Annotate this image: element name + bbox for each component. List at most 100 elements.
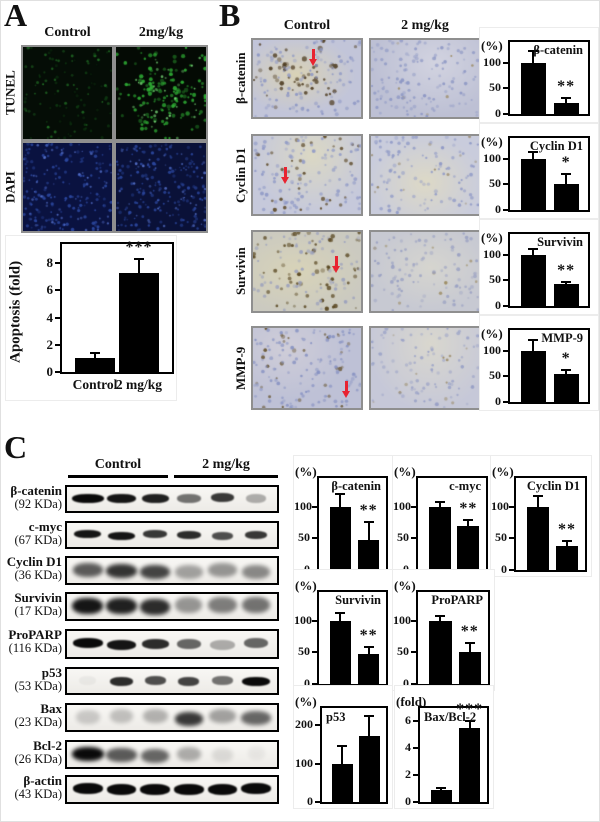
y-tick-mark	[411, 505, 416, 508]
blot-band	[140, 784, 170, 796]
y-tick-label: 0	[495, 394, 501, 408]
error-bar-cap	[134, 257, 144, 260]
blot-band	[76, 709, 100, 724]
y-tick-mark	[503, 401, 508, 403]
bar-2-mg-kg	[553, 102, 579, 114]
y-tick-mark	[509, 505, 514, 508]
pointer-arrow-icon	[342, 380, 351, 398]
chart-title: ProPARP	[431, 593, 483, 607]
blot-band	[212, 748, 233, 763]
blot-box-6	[65, 703, 279, 732]
arrow-stem	[334, 255, 338, 267]
error-bar	[565, 172, 568, 185]
blot-band	[175, 597, 203, 614]
blot-band	[140, 748, 170, 763]
chart-title: Survivin	[537, 235, 583, 249]
chart-unit-label: (%)	[394, 464, 416, 479]
arrow-head	[331, 265, 340, 273]
arrow-stem	[283, 167, 287, 179]
error-bar-cap	[561, 172, 572, 175]
blot-band	[109, 709, 134, 724]
error-bar	[532, 49, 535, 63]
arrow-head	[308, 59, 317, 67]
blot-band	[106, 597, 137, 614]
panel-a-row-label-tunel: TUNEL	[2, 70, 18, 116]
error-bar	[341, 745, 344, 764]
error-bar	[94, 352, 96, 359]
blot-band	[141, 493, 169, 503]
blot-label-5: p53 (53 KDa)	[1, 666, 62, 693]
blot-molecular-weight: (23 KDa)	[14, 715, 62, 729]
y-tick-label: 0	[304, 676, 310, 690]
y-tick-label: 50	[489, 80, 501, 95]
error-bar	[138, 257, 140, 273]
y-tick-label: 50	[397, 530, 409, 545]
significance-marker: *	[561, 153, 571, 171]
chart-unit-label: (fold)	[396, 694, 427, 709]
bar-control	[429, 620, 452, 684]
blot-band	[71, 746, 104, 761]
y-tick-mark	[411, 683, 416, 685]
blot-band	[212, 676, 233, 686]
blot-band	[241, 676, 271, 686]
y-tick-mark	[503, 349, 508, 352]
error-bar	[565, 96, 568, 103]
y-tick-mark	[503, 113, 508, 115]
blot-band	[241, 783, 271, 795]
chart-title: β-catenin	[533, 43, 583, 57]
blot-label-6: Bax (23 KDa)	[1, 702, 62, 729]
blot-label-0: β-catenin (92 KDa)	[1, 484, 62, 511]
blot-box-4	[65, 629, 279, 659]
error-bar-cap	[562, 539, 573, 542]
error-bar	[532, 339, 535, 351]
arrow-head	[342, 390, 351, 398]
panel-b-row-label-survivin: Survivin	[233, 247, 248, 296]
error-bar-cap	[561, 281, 572, 284]
blot-box-0	[65, 485, 279, 513]
y-tick-label: 4	[405, 740, 411, 755]
blot-label-4: ProPARP (116 KDa)	[1, 628, 62, 655]
blot-band	[106, 783, 137, 795]
y-tick-mark	[55, 316, 60, 319]
y-tick-label: 100	[483, 246, 501, 261]
chart-b-mmp-9: (%) 0 50 100 * MMP-9	[479, 315, 599, 411]
panel-c-label: C	[4, 429, 28, 465]
chart-title: β-catenin	[331, 479, 381, 493]
bar-control	[527, 506, 550, 570]
bar-control	[428, 506, 451, 570]
blot-band	[109, 676, 134, 686]
y-tick-label: 100	[294, 612, 312, 627]
control-underline	[68, 475, 168, 478]
blot-band	[241, 597, 271, 614]
bar-2-mg-kg	[458, 652, 481, 684]
y-tick-label: 50	[489, 176, 501, 191]
y-tick-mark	[503, 305, 508, 307]
blot-band	[144, 675, 166, 685]
chart-title: p53	[326, 710, 346, 724]
error-bar	[367, 645, 370, 654]
bar-control	[520, 350, 546, 402]
micrograph-dapi-2mgkg	[114, 141, 208, 233]
error-bar-cap	[436, 786, 447, 789]
blot-protein-name: β-actin	[23, 773, 62, 788]
chart-unit-label: (%)	[295, 464, 317, 479]
blot-protein-name: c-myc	[28, 519, 62, 534]
panel-c-col-header-dose: 2 mg/kg	[202, 457, 250, 472]
arrow-stem	[311, 49, 315, 61]
panel-a-label: A	[4, 0, 28, 33]
panel-c-col-header-control: Control	[94, 457, 142, 472]
significance-marker: *	[561, 350, 571, 368]
bar-2-mg-kg	[359, 736, 380, 802]
chart-b-survivin: (%) 0 50 100 ** Survivin	[479, 219, 599, 315]
chart-unit-label: (%)	[481, 134, 503, 149]
blot-label-1: c-myc (67 KDa)	[1, 520, 62, 547]
chart-unit-label: (%)	[295, 694, 317, 709]
chart-unit-label: (%)	[481, 38, 503, 53]
blot-band	[107, 494, 136, 504]
micrograph-ihc-cyclin-d1-control	[251, 134, 363, 216]
blot-band	[208, 597, 237, 614]
blot-band	[141, 638, 169, 649]
blot-band	[176, 494, 201, 504]
y-tick-mark	[503, 61, 508, 64]
